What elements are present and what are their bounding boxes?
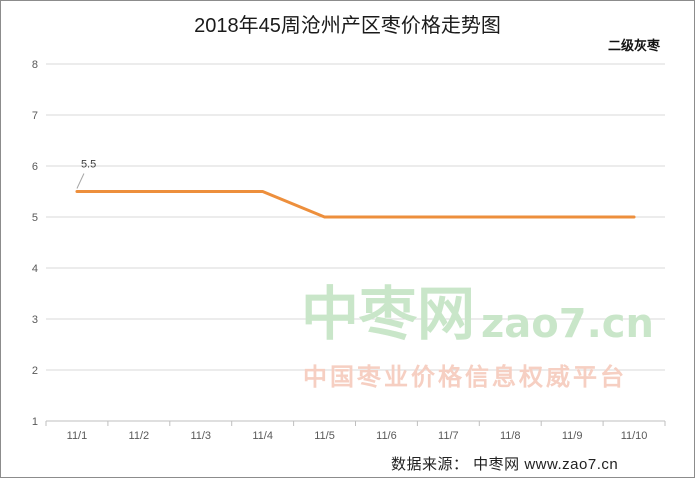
y-tick-label-5: 5 (32, 212, 38, 224)
price-line (75, 190, 636, 219)
data-label: 5.5 (81, 159, 96, 171)
y-tick-label-1: 1 (32, 416, 38, 428)
x-tick-label-11-10: 11/10 (621, 430, 648, 442)
watermark-logo-cn: 中枣网 (301, 280, 475, 348)
y-tick-label-2: 2 (32, 365, 38, 377)
data-source: 数据来源： 中枣网 www.zao7.cn (391, 456, 619, 473)
series-line (75, 190, 636, 219)
x-tick-label-11-2: 11/2 (129, 430, 150, 442)
y-tick-label-3: 3 (32, 314, 38, 326)
y-axis-labels: 1 2 3 4 5 6 7 8 (32, 59, 38, 428)
y-tick-label-6: 6 (32, 161, 38, 173)
x-tick-label-11-1: 11/1 (67, 430, 88, 442)
x-tick-label-11-9: 11/9 (562, 430, 583, 442)
x-tick-label-11-5: 11/5 (314, 430, 335, 442)
x-tick-label-11-3: 11/3 (190, 430, 211, 442)
axes (45, 420, 666, 426)
chart-title: 2018年45周沧州产区枣价格走势图 (194, 15, 501, 37)
y-tick-label-7: 7 (32, 110, 38, 122)
x-tick-label-11-6: 11/6 (376, 430, 397, 442)
x-tick-label-11-7: 11/7 (438, 430, 459, 442)
data-labels: 5.5 (76, 159, 96, 189)
x-axis-labels: 11/1 11/2 11/3 11/4 11/5 11/6 11/7 11/8 11/9 11/1… (67, 430, 648, 442)
y-tick-label-4: 4 (32, 263, 38, 275)
x-tick-label-11-8: 11/8 (500, 430, 521, 442)
data-label-leader (76, 173, 85, 189)
watermark-logo-en: zao7.cn (481, 301, 654, 347)
x-tick-label-11-4: 11/4 (252, 430, 273, 442)
watermark: 中枣网 zao7.cn 中国枣业价格信息权威平台 (301, 280, 654, 391)
watermark-slogan: 中国枣业价格信息权威平台 (303, 363, 627, 391)
chart-subtitle: 二级灰枣 (607, 38, 660, 53)
y-tick-label-8: 8 (32, 59, 38, 71)
gridlines (46, 63, 665, 371)
